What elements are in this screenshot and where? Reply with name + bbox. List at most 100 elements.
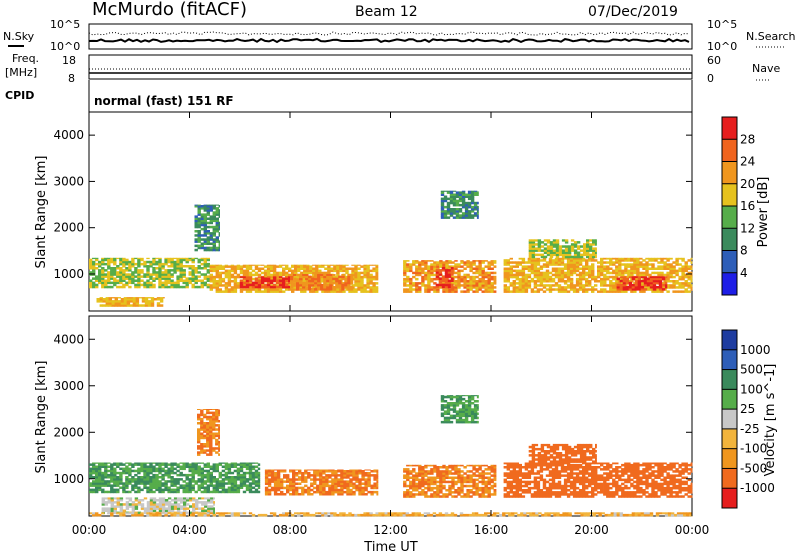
- power-echo-cell: [204, 205, 207, 206]
- colorbar-tick-label: 20: [740, 177, 755, 191]
- colorbar-segment: [722, 184, 737, 207]
- velocity-echo-cell: [225, 489, 228, 492]
- power-echo-cell: [691, 258, 693, 260]
- power-echo-cell: [228, 265, 231, 268]
- power-echo-cell: [305, 282, 308, 285]
- power-echo-cell: [528, 280, 531, 283]
- power-echo-cell: [264, 270, 267, 273]
- power-echo-cell: [647, 278, 650, 281]
- velocity-echo-cell: [469, 489, 472, 492]
- velocity-echo-cell: [298, 476, 301, 479]
- power-echo-cell: [116, 271, 119, 274]
- velocity-echo-cell: [337, 489, 340, 492]
- velocity-echo-cell: [403, 481, 406, 484]
- velocity-echo-cell: [210, 497, 213, 499]
- velocity-echo-cell: [409, 465, 412, 467]
- power-echo-cell: [681, 282, 684, 285]
- power-echo-cell: [148, 300, 151, 303]
- power-echo-cell: [207, 284, 210, 287]
- velocity-echo-cell: [104, 463, 107, 464]
- velocity-echo-cell: [197, 451, 200, 454]
- velocity-echo-cell: [95, 466, 98, 469]
- velocity-echo-cell: [475, 479, 478, 482]
- velocity-echo-cell: [218, 441, 220, 444]
- power-echo-cell: [357, 272, 360, 275]
- power-echo-cell: [454, 263, 457, 266]
- power-echo-cell: [121, 298, 124, 301]
- power-echo-cell: [412, 282, 415, 285]
- power-echo-cell: [186, 258, 189, 259]
- power-echo-cell: [201, 213, 204, 216]
- velocity-echo-cell: [301, 487, 304, 490]
- power-echo-cell: [276, 272, 279, 275]
- power-echo-cell: [198, 230, 201, 233]
- power-echo-cell: [562, 249, 565, 252]
- velocity-echo-cell: [197, 414, 200, 417]
- power-echo-cell: [92, 282, 95, 285]
- power-echo-cell: [201, 267, 204, 270]
- power-echo-cell: [201, 263, 204, 266]
- velocity-echo-cell: [114, 497, 117, 499]
- velocity-echo-cell: [246, 463, 249, 464]
- velocity-echo-cell: [170, 489, 173, 492]
- power-echo-cell: [672, 280, 675, 283]
- power-echo-cell: [448, 280, 451, 283]
- power-echo-cell: [580, 254, 583, 257]
- power-echo-cell: [186, 277, 189, 280]
- velocity-echo-cell: [265, 487, 268, 490]
- power-echo-cell: [372, 276, 375, 279]
- velocity-echo-cell: [110, 484, 113, 487]
- velocity-echo-cell: [361, 470, 364, 473]
- power-echo-cell: [474, 212, 477, 215]
- power-echo-cell: [494, 260, 497, 262]
- power-echo-cell: [415, 265, 418, 268]
- power-echo-cell: [318, 270, 321, 273]
- power-echo-cell: [308, 280, 311, 283]
- velocity-echo-cell: [204, 474, 207, 477]
- velocity-echo-cell: [204, 487, 207, 490]
- power-echo-cell: [369, 286, 372, 289]
- velocity-echo-region: [197, 409, 220, 456]
- velocity-echo-cell: [352, 483, 355, 486]
- velocity-echo-cell: [424, 479, 427, 482]
- power-echo-cell: [645, 261, 648, 264]
- power-echo-cell: [155, 271, 158, 274]
- power-echo-cell: [485, 272, 488, 275]
- velocity-echo-cell: [189, 505, 192, 508]
- power-echo-cell: [462, 191, 465, 192]
- power-echo-cell: [459, 208, 462, 211]
- power-echo-cell: [654, 258, 657, 260]
- power-echo-cell: [597, 265, 600, 268]
- velocity-echo-cell: [180, 497, 183, 499]
- velocity-echo-cell: [283, 493, 286, 496]
- power-echo-cell: [318, 265, 321, 266]
- power-echo-cell: [406, 288, 409, 291]
- velocity-echo-cell: [352, 491, 355, 494]
- velocity-echo-cell: [409, 477, 412, 480]
- power-echo-cell: [403, 260, 406, 262]
- power-echo-cell: [600, 258, 603, 260]
- power-echo-cell: [183, 280, 186, 283]
- power-echo-cell: [299, 288, 302, 291]
- velocity-echo-cell: [161, 474, 164, 477]
- power-echo-cell: [161, 282, 164, 285]
- power-echo-cell: [580, 245, 583, 248]
- velocity-echo-cell: [352, 470, 355, 471]
- power-echo-cell: [591, 286, 594, 289]
- power-echo-cell: [100, 304, 103, 307]
- velocity-echo-cell: [173, 472, 176, 475]
- velocity-echo-cell: [491, 485, 494, 488]
- velocity-echo-cell: [171, 503, 174, 506]
- power-echo-cell: [327, 265, 330, 266]
- power-echo-cell: [210, 243, 213, 246]
- power-echo-cell: [656, 286, 659, 289]
- velocity-echo-cell: [265, 470, 268, 471]
- power-echo-cell: [246, 265, 249, 266]
- velocity-echo-cell: [325, 491, 328, 494]
- velocity-echo-cell: [280, 470, 283, 471]
- power-echo-cell: [577, 252, 580, 255]
- velocity-echo-cell: [210, 466, 213, 469]
- velocity-echo-cell: [167, 463, 170, 466]
- velocity-echo-cell: [198, 501, 201, 504]
- power-echo-cell: [176, 275, 179, 278]
